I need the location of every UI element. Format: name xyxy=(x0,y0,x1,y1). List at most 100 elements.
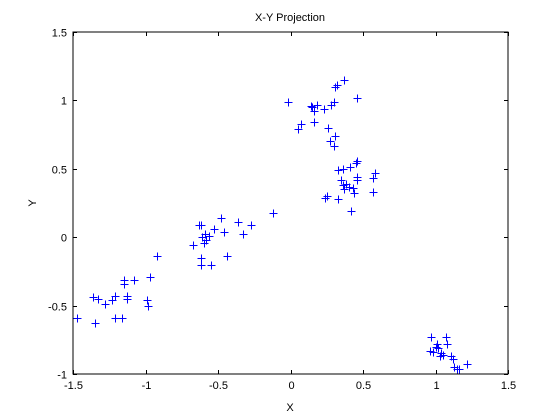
data-point xyxy=(189,241,198,250)
scatter-markers xyxy=(73,76,472,374)
data-point xyxy=(349,184,358,193)
data-point xyxy=(330,142,339,151)
data-point xyxy=(463,360,472,369)
data-point xyxy=(429,348,438,357)
data-point xyxy=(334,195,343,204)
data-point xyxy=(294,125,303,134)
data-point xyxy=(269,209,278,218)
y-tick-label: -0.5 xyxy=(48,302,67,314)
data-point xyxy=(210,225,219,234)
data-point xyxy=(144,302,153,311)
data-point xyxy=(220,228,229,237)
data-point xyxy=(347,207,356,216)
tick-marks xyxy=(73,32,509,375)
data-point xyxy=(340,185,349,194)
data-point xyxy=(73,314,82,323)
data-point xyxy=(449,355,458,364)
data-point xyxy=(353,173,362,182)
data-point xyxy=(234,218,243,227)
data-point xyxy=(313,101,322,110)
data-point xyxy=(433,340,442,349)
data-point xyxy=(333,81,342,90)
plot-area xyxy=(72,31,509,375)
data-point xyxy=(320,105,329,114)
data-point xyxy=(334,166,343,175)
data-point xyxy=(455,365,464,374)
data-point xyxy=(91,319,100,328)
data-point xyxy=(101,300,110,309)
data-point xyxy=(118,314,127,323)
data-point xyxy=(207,261,216,270)
data-point xyxy=(331,83,340,92)
data-point xyxy=(321,194,330,203)
data-point xyxy=(437,349,446,358)
y-tick-label: 0.5 xyxy=(52,165,67,177)
data-point xyxy=(111,292,120,301)
data-point xyxy=(345,183,354,192)
y-tick-label: 1.5 xyxy=(52,28,67,40)
data-point xyxy=(340,76,349,85)
x-tick-label: -1 xyxy=(142,380,152,392)
x-tick-label: 1.5 xyxy=(501,380,516,392)
x-tick-label: -1.5 xyxy=(64,380,83,392)
data-point xyxy=(371,169,380,178)
data-point xyxy=(339,165,348,174)
y-tick-label: -1 xyxy=(57,370,67,382)
data-point xyxy=(337,176,346,185)
data-point xyxy=(284,98,293,107)
data-point xyxy=(205,232,214,241)
data-point xyxy=(217,214,226,223)
data-point xyxy=(346,163,355,172)
data-point xyxy=(111,314,120,323)
data-point xyxy=(239,230,248,239)
data-point xyxy=(153,252,162,261)
data-point xyxy=(443,340,452,349)
data-point xyxy=(350,189,359,198)
data-point xyxy=(223,252,232,261)
data-point xyxy=(197,254,206,263)
data-point xyxy=(308,103,317,112)
data-point xyxy=(323,192,332,201)
data-point xyxy=(94,295,103,304)
x-tick-label: 0 xyxy=(288,380,294,392)
data-point xyxy=(201,230,210,239)
chart-title: X-Y Projection xyxy=(255,12,325,24)
data-point xyxy=(89,293,98,302)
data-point xyxy=(247,221,256,230)
data-point xyxy=(143,296,152,305)
x-tick-label: -0.5 xyxy=(209,380,228,392)
data-point xyxy=(307,102,316,111)
data-point xyxy=(310,118,319,127)
x-tick-labels: -1.5 -1 -0.5 0 0.5 1 1.5 xyxy=(64,380,516,392)
y-tick-labels: -1 -0.5 0 0.5 1 1.5 xyxy=(48,28,67,382)
data-point xyxy=(197,221,206,230)
data-point xyxy=(324,124,333,133)
data-point xyxy=(197,261,206,270)
data-point xyxy=(434,344,443,353)
data-point xyxy=(146,273,155,282)
data-point xyxy=(353,157,362,166)
data-point xyxy=(130,276,139,285)
data-point xyxy=(331,132,340,141)
data-point xyxy=(353,94,362,103)
data-point xyxy=(123,295,132,304)
data-point xyxy=(326,137,335,146)
y-axis-label: Y xyxy=(27,199,39,207)
data-point xyxy=(352,159,361,168)
x-axis-label: X xyxy=(286,402,294,414)
x-tick-label: 1 xyxy=(433,380,439,392)
data-point xyxy=(330,98,339,107)
data-point xyxy=(369,188,378,197)
x-tick-label: 0.5 xyxy=(356,380,371,392)
data-point xyxy=(310,107,319,116)
data-point xyxy=(439,351,448,360)
y-tick-label: 0 xyxy=(61,233,67,245)
data-point xyxy=(369,174,378,183)
y-tick-label: 1 xyxy=(61,96,67,108)
data-point xyxy=(427,333,436,342)
data-point xyxy=(297,120,306,129)
data-point xyxy=(120,280,129,289)
data-point xyxy=(442,333,451,342)
